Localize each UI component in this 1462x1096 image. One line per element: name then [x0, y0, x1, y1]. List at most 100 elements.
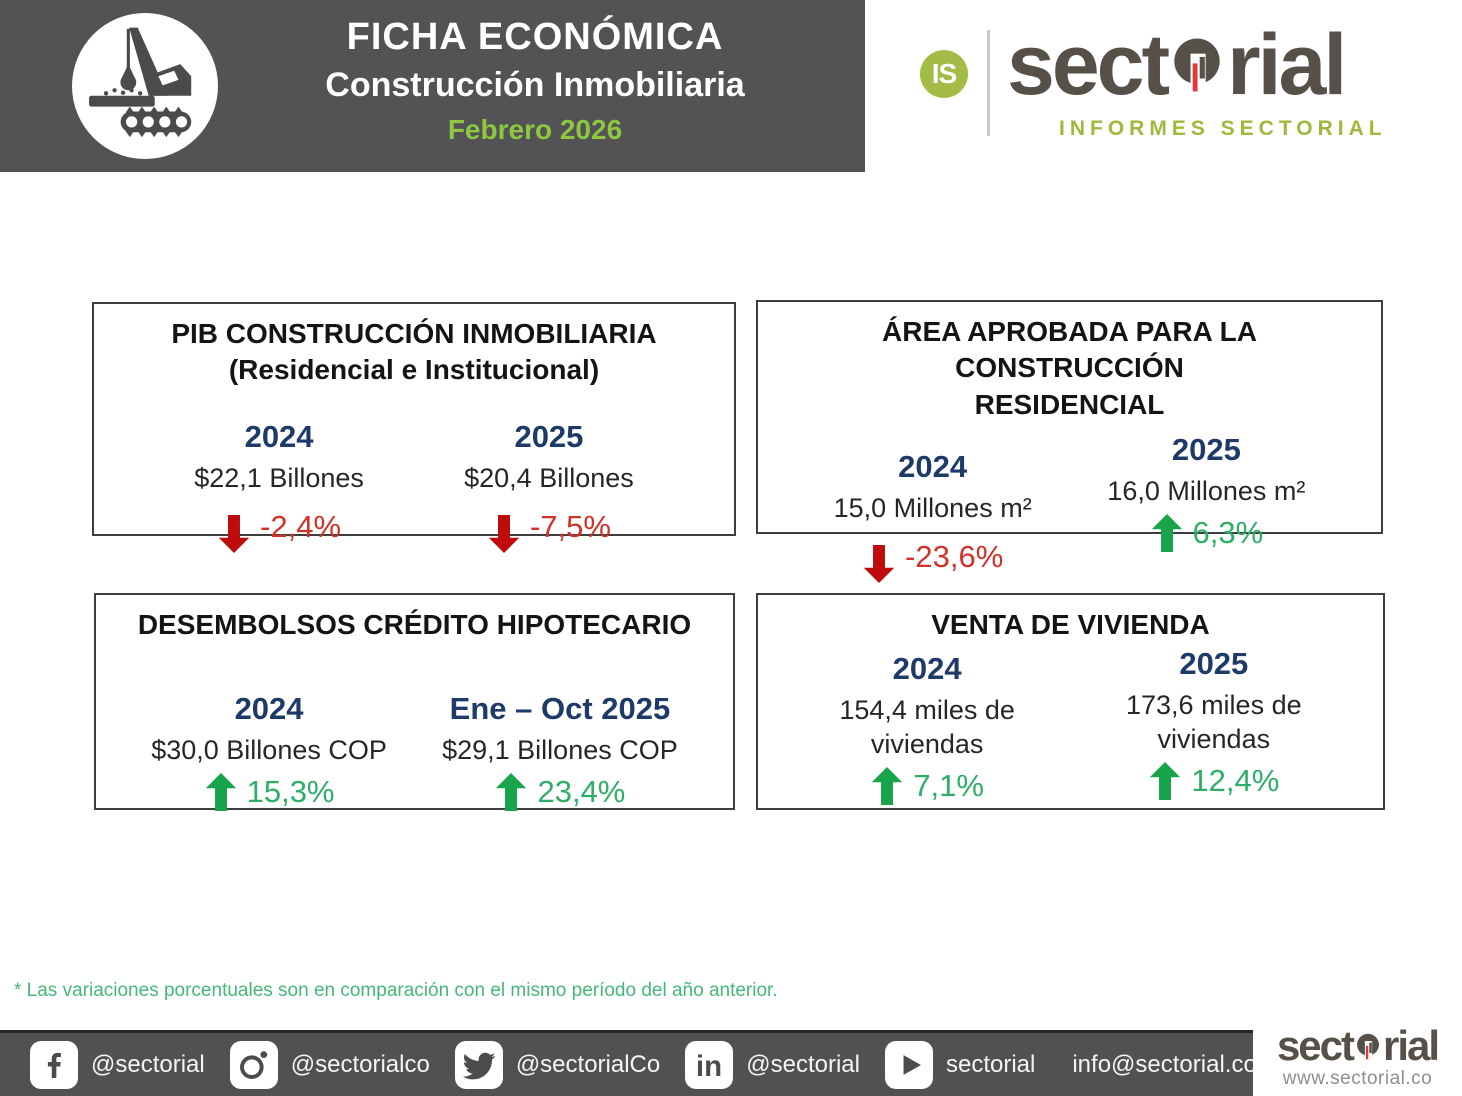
stat-column: 2024 $30,0 Billones COP 15,3% — [151, 691, 387, 812]
footer-logo-url[interactable]: www.sectorial.co — [1282, 1067, 1433, 1089]
trend-row: -23,6% — [834, 531, 1032, 583]
youtube-icon[interactable] — [884, 1040, 933, 1089]
trend-row: 6,3% — [1107, 513, 1305, 552]
card-title: VENTA DE VIVIENDA — [768, 607, 1373, 643]
logo-divider — [987, 30, 990, 136]
trend-down-icon — [487, 514, 521, 553]
year-label: 2025 — [1171, 432, 1241, 468]
period-label: Febrero 2026 — [447, 114, 623, 145]
stat-column: Ene – Oct 2025 $29,1 Billones COP 23,4% — [442, 691, 678, 812]
stat-value: 173,6 miles de viviendas — [1126, 690, 1302, 755]
page-subtitle: Construcción Inmobiliaria — [325, 66, 745, 104]
trend-row: 15,3% — [151, 773, 387, 812]
card-title-line1: ÁREA APROBADA PARA LA CONSTRUCCIÓN — [882, 316, 1257, 384]
trend-row: 7,1% — [810, 766, 1045, 805]
stat-column: 2024 $22,1 Billones -2,4% — [194, 419, 364, 553]
svg-text:in: in — [696, 1049, 722, 1082]
year-label: 2024 — [898, 449, 968, 485]
stat-column: 2025 173,6 miles de viviendas 12,4% — [1096, 646, 1331, 800]
page-title: FICHA ECONÓMICA — [346, 16, 724, 58]
card-pib: PIB CONSTRUCCIÓN INMOBILIARIA (Residenci… — [92, 302, 736, 553]
trend-down-icon — [862, 544, 896, 583]
header-banner: FICHA ECONÓMICA Construcción Inmobiliari… — [0, 0, 865, 172]
stat-column: 2024 154,4 miles de viviendas 7,1% — [810, 651, 1045, 805]
logo-text-suffix: rial — [1383, 1021, 1440, 1069]
instagram-icon[interactable] — [229, 1040, 278, 1089]
stat-column: 2025 $20,4 Billones -7,5% — [464, 419, 634, 553]
stat-value: $20,4 Billones — [464, 462, 634, 493]
twitter-icon[interactable] — [454, 1040, 503, 1089]
logo-o-chart-icon — [1174, 38, 1220, 95]
year-label: 2025 — [514, 418, 584, 454]
social-item-linkedin[interactable]: in @sectorial — [685, 1040, 860, 1089]
card-title-line2: (Residencial e Institucional) — [228, 354, 600, 386]
card-title-line1: PIB CONSTRUCCIÓN INMOBILIARIA — [171, 318, 657, 349]
crane-logo — [72, 13, 218, 159]
percent-change: 7,1% — [913, 767, 984, 803]
card-title: DESEMBOLSOS CRÉDITO HIPOTECARIO — [106, 607, 723, 643]
social-handle[interactable]: @sectorial — [746, 1050, 860, 1078]
sectorial-logo: IS sect rial INFORMES SECTORIAL — [865, 0, 1462, 172]
percent-change: -23,6% — [905, 538, 1004, 574]
social-handle[interactable]: sectorial — [945, 1050, 1036, 1078]
logo-tagline: INFORMES SECTORIAL — [1059, 117, 1387, 140]
card-title-line1: DESEMBOLSOS CRÉDITO HIPOTECARIO — [137, 609, 692, 640]
trend-row: 23,4% — [442, 773, 678, 812]
logo-o-chart-icon — [1357, 1033, 1379, 1061]
trend-row: 12,4% — [1096, 761, 1331, 800]
trend-up-icon — [204, 773, 238, 812]
trend-up-icon — [870, 766, 904, 805]
footer-bar: @sectorial @sectorialco @sectorialCo in … — [0, 1030, 1462, 1096]
stat-value: 16,0 Millones m² — [1107, 476, 1306, 507]
percent-change: 23,4% — [537, 774, 626, 810]
stat-value: 15,0 Millones m² — [833, 493, 1032, 524]
social-item-facebook[interactable]: @sectorial — [30, 1040, 205, 1089]
card-desembolsos: DESEMBOLSOS CRÉDITO HIPOTECARIO 2024 $30… — [94, 593, 735, 812]
social-handle[interactable]: @sectorial — [91, 1050, 205, 1078]
header-titles: FICHA ECONÓMICA Construcción Inmobiliari… — [230, 16, 840, 146]
crane-icon — [89, 27, 192, 138]
stat-value: $29,1 Billones COP — [442, 735, 678, 766]
trend-up-icon — [1150, 513, 1184, 552]
trend-down-icon — [217, 514, 251, 553]
stat-value: $22,1 Billones — [194, 462, 364, 493]
stat-column: 2024 15,0 Millones m² -23,6% — [834, 449, 1032, 583]
trend-up-icon — [494, 773, 528, 812]
card-title: ÁREA APROBADA PARA LA CONSTRUCCIÓN RESID… — [768, 314, 1371, 423]
trend-up-icon — [1148, 761, 1182, 800]
facebook-icon[interactable] — [30, 1040, 78, 1089]
social-handle[interactable]: @sectorialco — [290, 1050, 430, 1078]
year-label: 2024 — [244, 418, 314, 454]
trend-row: -2,4% — [194, 501, 364, 553]
social-handle[interactable]: @sectorialCo — [515, 1050, 661, 1078]
card-area-aprobada: ÁREA APROBADA PARA LA CONSTRUCCIÓN RESID… — [756, 300, 1383, 583]
percent-change: 15,3% — [246, 774, 335, 810]
linkedin-icon[interactable]: in — [685, 1040, 734, 1089]
social-item-youtube[interactable]: sectorial — [884, 1040, 1036, 1089]
footer-email[interactable]: info@sectorial.co — [1072, 1050, 1257, 1078]
social-item-instagram[interactable]: @sectorialco — [229, 1040, 430, 1089]
footer-logo-wordmark: sect rial — [1276, 1021, 1440, 1069]
logo-text-prefix: sect — [1007, 17, 1170, 113]
trend-row: -7,5% — [464, 501, 634, 553]
year-label: 2025 — [1179, 646, 1249, 682]
year-label: 2024 — [892, 651, 962, 687]
stat-column: 2025 16,0 Millones m² 6,3% — [1107, 432, 1305, 552]
card-title: PIB CONSTRUCCIÓN INMOBILIARIA (Residenci… — [104, 316, 724, 389]
stat-value: 154,4 miles de viviendas — [839, 695, 1015, 760]
logo-wordmark: sect rial INFORMES SECTORIAL — [1007, 22, 1447, 141]
percent-change: -7,5% — [529, 508, 611, 544]
social-item-twitter[interactable]: @sectorialCo — [454, 1040, 661, 1089]
logo-text-suffix: rial — [1227, 17, 1347, 113]
percent-change: 12,4% — [1191, 762, 1280, 798]
is-badge: IS — [920, 50, 968, 98]
logo-text-prefix: sect — [1276, 1021, 1355, 1069]
card-venta-vivienda: VENTA DE VIVIENDA 2024 154,4 miles de vi… — [756, 593, 1385, 810]
percent-change: -2,4% — [260, 508, 342, 544]
year-label: 2024 — [234, 691, 304, 727]
footnote: * Las variaciones porcentuales son en co… — [14, 980, 778, 1001]
percent-change: 6,3% — [1192, 514, 1264, 550]
card-title-line1: VENTA DE VIVIENDA — [931, 609, 1210, 640]
stat-value: $30,0 Billones COP — [151, 735, 387, 766]
